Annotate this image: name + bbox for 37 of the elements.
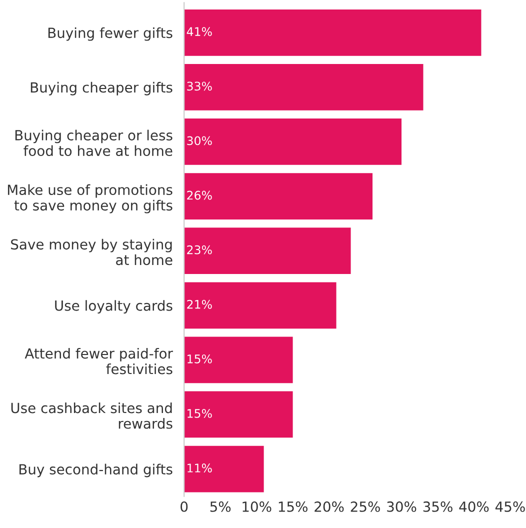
x-tick-label: 5%	[210, 501, 231, 512]
bar	[184, 391, 293, 438]
y-tick-label: Buying cheaper or less food to have at home	[15, 130, 172, 156]
data-label: 26%	[187, 190, 212, 200]
x-tick-label: 40%	[459, 501, 489, 512]
x-tick-label: 0	[180, 501, 188, 512]
x-tick-label: 25%	[350, 501, 380, 512]
y-tick-label: Use cashback sites and rewards	[11, 402, 172, 429]
y-tick-label: Buying cheaper gifts	[30, 82, 172, 96]
data-label: 15%	[188, 408, 212, 418]
y-tick-label: Make use of promotions to save money on gifts	[8, 184, 172, 214]
bar	[184, 228, 351, 274]
bar	[184, 173, 373, 220]
x-tick-label: 20%	[314, 501, 344, 512]
data-label: 21%	[187, 300, 212, 309]
bar	[184, 64, 424, 110]
x-tick-label: 10%	[242, 501, 272, 512]
bar	[184, 118, 402, 165]
data-label: 41%	[186, 27, 212, 36]
data-label: 30%	[187, 136, 212, 146]
data-label: 15%	[188, 354, 212, 364]
data-label: 23%	[187, 245, 212, 254]
bar	[184, 9, 482, 56]
y-tick-label: Buy second-hand gifts	[19, 464, 172, 478]
bar	[184, 336, 293, 384]
data-label: 33%	[187, 82, 212, 91]
y-tick-label: Buying fewer gifts	[48, 27, 172, 41]
x-tick-label: 15%	[278, 501, 308, 512]
y-tick-label: Attend fewer paid-for festivities	[24, 348, 173, 374]
data-label: 11%	[188, 464, 212, 472]
x-tick-label: 30%	[387, 501, 416, 512]
bar	[184, 282, 336, 329]
y-tick-label: Save money by staying at home	[11, 238, 172, 266]
y-tick-label: Use loyalty cards	[55, 300, 172, 314]
x-tick-label: 35%	[423, 501, 452, 512]
bar	[184, 446, 264, 492]
x-tick-label: 45%	[495, 501, 525, 512]
